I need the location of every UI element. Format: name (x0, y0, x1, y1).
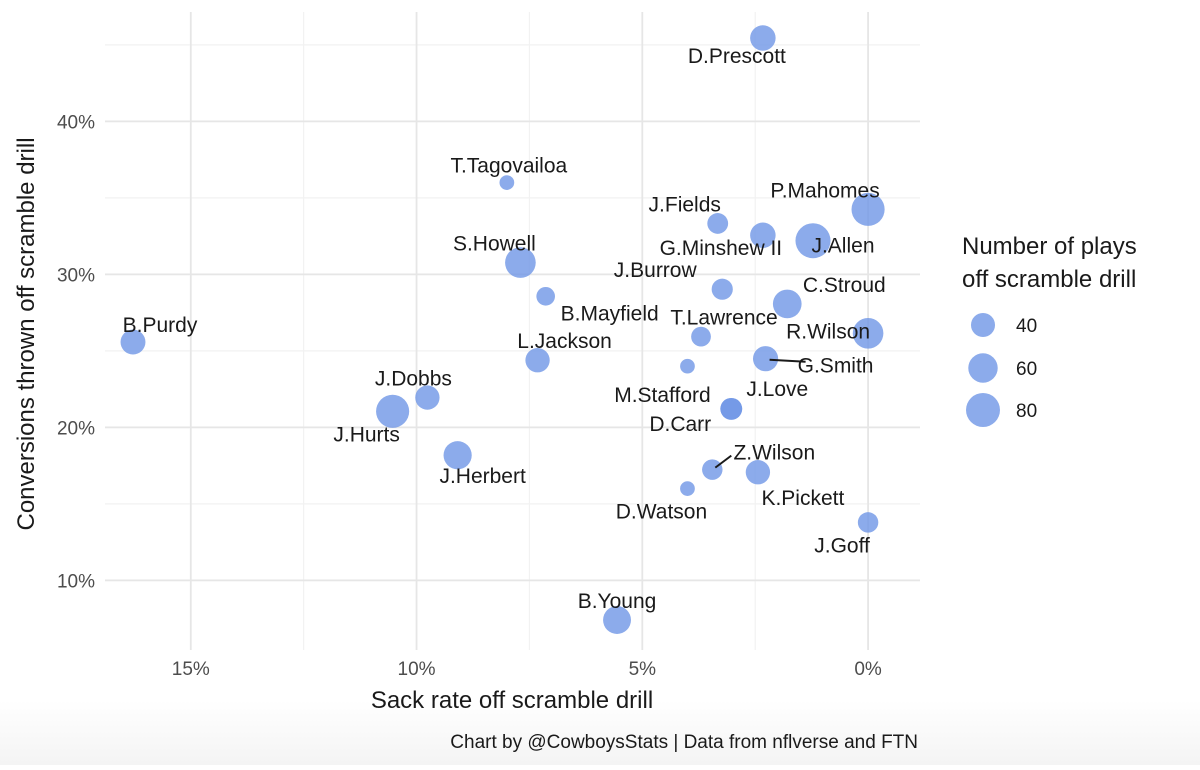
point-k-pickett (745, 460, 771, 485)
y-tick-label: 10% (57, 571, 95, 592)
legend-label-40: 40 (1016, 316, 1037, 337)
point-g-minshew-ii (750, 222, 776, 248)
points (120, 25, 885, 634)
label-p-mahomes: P.Mahomes (770, 179, 879, 202)
label-j-dobbs: J.Dobbs (375, 368, 452, 391)
legend-key-80 (966, 393, 1000, 427)
label-z-wilson: Z.Wilson (733, 442, 815, 465)
point-b-young (603, 606, 631, 634)
point-j-burrow (711, 278, 733, 300)
label-j-hurts: J.Hurts (333, 423, 400, 446)
label-c-stroud: C.Stroud (803, 274, 886, 297)
legend-label-60: 60 (1016, 359, 1037, 380)
label-k-pickett: K.Pickett (761, 487, 844, 510)
point-j-herbert (443, 441, 472, 470)
point-d-watson (680, 481, 695, 496)
label-d-carr: D.Carr (649, 413, 711, 436)
label-m-stafford: M.Stafford (614, 384, 711, 407)
x-tick-label: 10% (398, 659, 436, 680)
point-b-mayfield (536, 286, 555, 306)
legend-label-80: 80 (1016, 401, 1037, 422)
label-connectors (714, 358, 806, 469)
label-r-wilson: R.Wilson (786, 320, 870, 343)
point-j-allen (795, 223, 831, 259)
point-m-stafford (680, 358, 695, 374)
y-tick-label: 30% (57, 265, 95, 286)
point-z-wilson (702, 459, 723, 480)
point-j-dobbs (415, 385, 440, 410)
label-b-mayfield: B.Mayfield (561, 302, 659, 325)
legend-title-line-1: Number of plays (962, 233, 1137, 260)
point-r-wilson (852, 317, 884, 349)
point-p-mahomes (851, 192, 885, 226)
label-j-allen: J.Allen (811, 235, 874, 258)
point-j-fields (707, 213, 729, 234)
legend-key-60 (968, 353, 998, 383)
connector-g-smith (769, 358, 806, 363)
label-j-love: J.Love (746, 378, 808, 401)
label-j-goff: J.Goff (814, 534, 870, 557)
label-t-tagovailoa: T.Tagovailoa (450, 155, 567, 178)
label-b-young: B.Young (578, 590, 657, 613)
label-t-lawrence: T.Lawrence (670, 307, 777, 330)
point-d-prescott (750, 25, 776, 51)
point-g-smith (752, 346, 779, 372)
x-axis-title: Sack rate off scramble drill (371, 687, 653, 714)
label-s-howell: S.Howell (453, 233, 536, 256)
label-j-burrow: J.Burrow (614, 259, 698, 282)
point-t-lawrence (691, 326, 711, 347)
x-tick-label: 5% (629, 659, 657, 680)
legend: Number of plays off scramble drill 40 60 8… (962, 233, 1137, 427)
label-l-jackson: L.Jackson (517, 330, 612, 353)
label-d-watson: D.Watson (616, 501, 707, 524)
point-t-tagovailoa (499, 175, 515, 190)
point-j-goff (857, 512, 879, 533)
point-d-carr (720, 397, 743, 420)
label-j-herbert: J.Herbert (439, 465, 526, 488)
label-j-fields: J.Fields (649, 193, 721, 216)
y-tick-label: 20% (57, 418, 95, 439)
label-b-purdy: B.Purdy (123, 314, 198, 337)
y-tick-label: 40% (57, 112, 95, 133)
label-g-smith: G.Smith (798, 355, 874, 378)
point-c-stroud (772, 289, 802, 319)
point-s-howell (505, 247, 536, 278)
legend-title-line-2: off scramble drill (962, 266, 1136, 293)
x-tick-label: 15% (172, 659, 210, 680)
chart-caption: Chart by @CowboysStats | Data from nflve… (450, 732, 918, 753)
x-tick-label: 0% (854, 659, 882, 680)
point-labels: D.Prescott T.Tagovailoa P.Mahomes J.Fields G… (123, 45, 886, 613)
label-g-minshew-ii: G.Minshew II (660, 237, 783, 260)
point-j-hurts (376, 394, 410, 428)
point-l-jackson (525, 348, 550, 373)
connector-z-wilson (714, 454, 732, 469)
label-d-prescott: D.Prescott (688, 45, 786, 68)
axis-ticks: 15% 10% 5% 0% 10% 20% 30% 40% (57, 112, 882, 680)
legend-key-40 (970, 312, 996, 338)
point-b-purdy (120, 329, 146, 355)
y-axis-title: Conversions thrown off scramble drill (13, 137, 40, 530)
